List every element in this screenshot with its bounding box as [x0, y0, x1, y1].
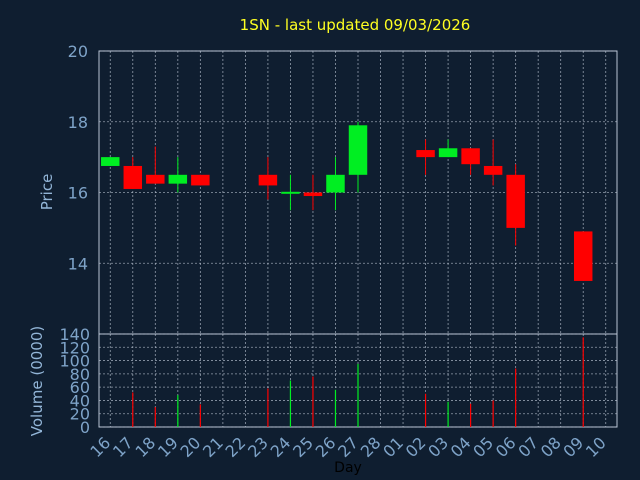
candle-body — [168, 174, 188, 184]
x-axis-ticks: 1617181920212223242526272801020304050607… — [86, 433, 609, 461]
price-axis-label: Price — [38, 174, 56, 211]
candle-body — [416, 150, 435, 158]
volume-axis-label: Volume (0000) — [28, 326, 46, 436]
candle-body — [438, 148, 458, 158]
volume-tick-label: 0 — [80, 418, 90, 437]
candle-body — [506, 174, 525, 228]
volume-tick-label: 40 — [70, 391, 90, 410]
candle-body — [573, 231, 593, 281]
candle-body — [101, 157, 120, 166]
candle — [258, 157, 278, 200]
candle-body — [146, 174, 165, 184]
candle — [573, 231, 593, 281]
price-tick-label: 14 — [68, 254, 88, 273]
candle — [326, 157, 345, 211]
candle-body — [258, 174, 278, 186]
candle-body — [461, 148, 480, 165]
candle — [123, 157, 143, 189]
candle-body — [281, 191, 300, 194]
candle — [506, 164, 525, 246]
price-tick-label: 20 — [68, 42, 88, 61]
candle — [191, 174, 210, 186]
candle-body — [348, 125, 368, 175]
chart-title: 1SN - last updated 09/03/2026 — [240, 16, 471, 34]
candle — [281, 174, 300, 211]
candle — [168, 157, 188, 193]
volume-tick-label: 20 — [70, 405, 90, 424]
candle — [461, 148, 480, 175]
candle — [101, 157, 120, 166]
candle — [348, 121, 368, 193]
candle-body — [303, 192, 323, 197]
volume-tick-label: 140 — [59, 325, 90, 344]
volume-tick-label: 120 — [59, 338, 90, 357]
x-tick-label: 10 — [582, 433, 610, 461]
candle — [416, 139, 435, 175]
price-tick-label: 18 — [68, 113, 88, 132]
candle-body — [483, 165, 503, 175]
candle — [483, 139, 503, 186]
price-tick-label: 16 — [68, 184, 88, 203]
candle-body — [326, 174, 345, 193]
x-axis-label: Day — [334, 460, 362, 476]
volume-tick-label: 100 — [59, 352, 90, 371]
candle — [303, 174, 323, 211]
candle — [146, 146, 165, 184]
volume-tick-label: 80 — [70, 365, 90, 384]
candle-body — [191, 174, 210, 186]
candle — [438, 139, 458, 158]
candle-body — [123, 165, 143, 189]
volume-tick-label: 60 — [70, 378, 90, 397]
price-panel: 14 16 18 20 — [68, 42, 618, 335]
